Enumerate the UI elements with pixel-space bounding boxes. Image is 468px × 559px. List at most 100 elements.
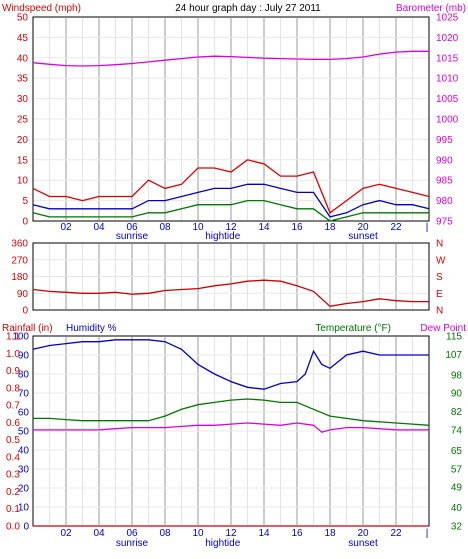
event-sunset: sunset bbox=[348, 538, 378, 549]
x-tick-label: 08 bbox=[159, 222, 171, 233]
humidity-tick-label: 100 bbox=[12, 332, 29, 343]
rainfall-tick-label: 0.2 bbox=[6, 487, 20, 498]
x-tick-label: 16 bbox=[291, 222, 303, 233]
series-baro-line bbox=[32, 50, 429, 67]
series-low-line bbox=[32, 199, 429, 222]
series-dew-line bbox=[33, 422, 429, 433]
x-tick-label: 12 bbox=[225, 222, 237, 233]
temperature-tick-label: 65 bbox=[451, 446, 463, 457]
y-tick-label: 0 bbox=[22, 306, 28, 317]
y-tick-label: 45 bbox=[17, 33, 29, 44]
left-axis-ticks: 0 90 180 270 360 bbox=[11, 239, 28, 317]
rainfall-tick-label: 0.7 bbox=[6, 401, 20, 412]
grid bbox=[34, 244, 428, 309]
temperature-axis-ticks: 32 40 49 57 65 74 82 90 98 107 115 bbox=[445, 332, 462, 533]
series-dir-line bbox=[32, 279, 429, 307]
series-lines bbox=[32, 50, 430, 222]
series-humidity-line bbox=[32, 339, 429, 390]
rainfall-tick-label: 0.4 bbox=[6, 452, 20, 463]
humidity-tick-label: 70 bbox=[18, 389, 30, 400]
x-tick-label: 02 bbox=[60, 528, 72, 539]
y-tick-label: 50 bbox=[17, 13, 29, 24]
x-tick-label: 02 bbox=[60, 222, 72, 233]
y-tick-label: 270 bbox=[11, 255, 28, 266]
humidity-tick-label: 50 bbox=[18, 427, 30, 438]
y-tick-label: 35 bbox=[17, 74, 29, 85]
event-labels: sunrise hightide sunset bbox=[116, 231, 378, 242]
rainfall-axis-ticks: 0.0 0.1 0.2 0.3 0.4 0.5 0.6 0.7 0.8 0.9 1.0 1.1 bbox=[6, 332, 20, 533]
temperature-tick-label: 49 bbox=[451, 483, 463, 494]
y2-tick-label: 980 bbox=[436, 196, 453, 207]
left-axis-ticks: 0 5 10 15 20 25 30 35 40 45 50 bbox=[17, 13, 29, 228]
series-lines bbox=[32, 279, 429, 307]
x-tick-label: 20 bbox=[357, 528, 369, 539]
temperature-tick-label: 98 bbox=[451, 370, 463, 381]
y2-tick-label: 1020 bbox=[436, 33, 459, 44]
y-tick-label: 0 bbox=[22, 217, 28, 228]
rainfall-tick-label: 0.5 bbox=[6, 435, 20, 446]
rainfall-tick-label: 1.1 bbox=[6, 332, 20, 343]
temperature-axis-label: Temperature (°F) bbox=[315, 323, 391, 334]
y-tick-label: 180 bbox=[11, 272, 28, 283]
y2-tick-label: 1005 bbox=[436, 94, 459, 105]
x-tick-label: 18 bbox=[324, 528, 336, 539]
x-tick-label: 04 bbox=[93, 222, 105, 233]
barometer-axis-label: Barometer (mb) bbox=[396, 3, 466, 14]
temperature-tick-label: 90 bbox=[451, 389, 463, 400]
temperature-tick-label: 32 bbox=[451, 522, 463, 533]
event-sunset: sunset bbox=[348, 231, 378, 242]
x-tick-label: 14 bbox=[258, 222, 270, 233]
x-tick-label: 08 bbox=[159, 528, 171, 539]
y-tick-label: 15 bbox=[17, 155, 29, 166]
y2-tick-label: 995 bbox=[436, 135, 453, 146]
rainfall-tick-label: 0.0 bbox=[6, 522, 20, 533]
y2-tick-label: 1010 bbox=[436, 74, 459, 85]
humidity-tick-label: 60 bbox=[18, 408, 30, 419]
dew-point-axis-label: Dew Point bbox=[420, 323, 466, 334]
x-tick-label: 06 bbox=[126, 528, 138, 539]
rainfall-tick-label: 1.0 bbox=[6, 349, 20, 360]
humidity-tick-label: 30 bbox=[18, 465, 30, 476]
temperature-tick-label: 74 bbox=[451, 425, 463, 436]
x-tick-label: 16 bbox=[291, 528, 303, 539]
x-axis-ticks: 02 04 06 08 10 12 14 16 18 20 22 | bbox=[60, 528, 428, 539]
chart-title: 24 hour graph day : July 27 2011 bbox=[175, 3, 321, 14]
x-tick-label: 06 bbox=[126, 222, 138, 233]
rainfall-tick-label: 0.1 bbox=[6, 504, 20, 515]
y-tick-label: 20 bbox=[17, 135, 29, 146]
y-tick-label: 90 bbox=[17, 289, 29, 300]
humidity-tick-label: 0 bbox=[23, 522, 29, 533]
compass-tick-label: W bbox=[436, 255, 446, 266]
y2-tick-label: 990 bbox=[436, 155, 453, 166]
rainfall-tick-label: 0.8 bbox=[6, 383, 20, 394]
x-tick-label: 18 bbox=[324, 222, 336, 233]
temperature-tick-label: 40 bbox=[451, 503, 463, 514]
event-sunrise: sunrise bbox=[116, 231, 149, 242]
x-tick-label: 22 bbox=[390, 222, 402, 233]
rainfall-tick-label: 0.9 bbox=[6, 366, 20, 377]
event-sunrise: sunrise bbox=[116, 538, 149, 549]
compass-tick-label: E bbox=[436, 289, 443, 300]
humidity-tick-label: 20 bbox=[18, 484, 30, 495]
x-end-tick: | bbox=[426, 222, 429, 233]
x-tick-label: 10 bbox=[192, 222, 204, 233]
compass-tick-label: S bbox=[436, 272, 443, 283]
series-temp-line bbox=[33, 398, 430, 426]
grid bbox=[34, 18, 428, 220]
compass-tick-label: N bbox=[436, 306, 443, 317]
series-gust-line bbox=[32, 159, 430, 214]
y2-tick-label: 1015 bbox=[436, 53, 459, 64]
y2-tick-label: 975 bbox=[436, 217, 453, 228]
x-tick-label: 04 bbox=[93, 528, 105, 539]
series-lines bbox=[32, 339, 430, 527]
temperature-tick-label: 82 bbox=[451, 407, 463, 418]
x-tick-label: 12 bbox=[225, 528, 237, 539]
x-tick-label: 10 bbox=[192, 528, 204, 539]
compass-tick-label: N bbox=[436, 239, 443, 250]
y2-tick-label: 985 bbox=[436, 176, 453, 187]
x-tick-label: 22 bbox=[390, 528, 402, 539]
